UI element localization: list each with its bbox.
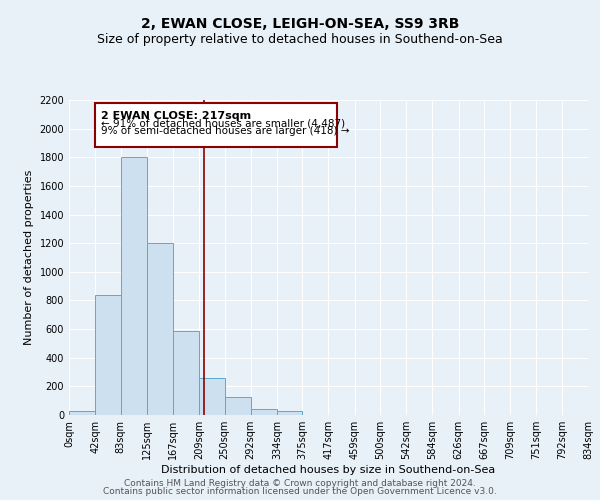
Text: ← 91% of detached houses are smaller (4,487): ← 91% of detached houses are smaller (4,… <box>101 118 346 128</box>
Y-axis label: Number of detached properties: Number of detached properties <box>24 170 34 345</box>
Bar <box>121 158 147 415</box>
Text: 9% of semi-detached houses are larger (418) →: 9% of semi-detached houses are larger (4… <box>101 126 350 136</box>
Bar <box>173 330 199 415</box>
Text: 2 EWAN CLOSE: 217sqm: 2 EWAN CLOSE: 217sqm <box>101 110 251 120</box>
Text: 2, EWAN CLOSE, LEIGH-ON-SEA, SS9 3RB: 2, EWAN CLOSE, LEIGH-ON-SEA, SS9 3RB <box>141 18 459 32</box>
Text: Size of property relative to detached houses in Southend-on-Sea: Size of property relative to detached ho… <box>97 32 503 46</box>
Bar <box>224 397 251 415</box>
Bar <box>277 410 302 415</box>
Bar <box>251 408 277 415</box>
Text: Contains public sector information licensed under the Open Government Licence v3: Contains public sector information licen… <box>103 487 497 496</box>
FancyBboxPatch shape <box>95 103 337 147</box>
X-axis label: Distribution of detached houses by size in Southend-on-Sea: Distribution of detached houses by size … <box>161 465 496 475</box>
Bar <box>69 412 95 415</box>
Text: Contains HM Land Registry data © Crown copyright and database right 2024.: Contains HM Land Registry data © Crown c… <box>124 478 476 488</box>
Bar <box>199 378 224 415</box>
Bar <box>147 243 173 415</box>
Bar <box>95 294 121 415</box>
